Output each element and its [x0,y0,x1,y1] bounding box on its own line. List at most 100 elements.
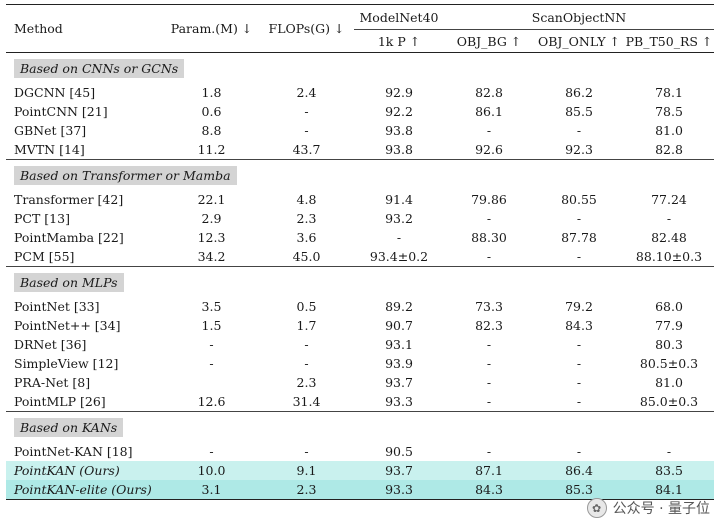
obj-only-cell: 87.78 [561,230,597,245]
obj-bg-cell: 86.1 [475,104,503,119]
col-pb-t50-rs: PB_T50_RS ↑ [624,29,714,53]
table-row: PointKAN (Ours) 10.0 9.1 93.7 87.1 86.4 83.5 [6,461,714,480]
pb-t50-rs-cell: 78.5 [655,104,683,119]
method-cell: PointMamba [22] [14,230,124,245]
section-header-row: Based on MLPs [6,266,714,297]
method-cell: PointCNN [21] [14,104,108,119]
obj-bg-cell: - [486,211,492,226]
obj-bg-cell: 88.30 [471,230,507,245]
pb-t50-rs-cell: 88.10±0.3 [635,249,703,264]
obj-bg-cell: 84.3 [444,480,534,500]
obj-only-cell: - [576,123,582,138]
modelnet40-cell: 93.7 [354,461,444,480]
flops-cell: 9.1 [259,461,354,480]
flops-cell: 2.3 [296,375,317,390]
flops-cell: 2.4 [296,85,317,100]
flops-cell: 1.7 [296,318,317,333]
obj-only-cell: 84.3 [565,318,593,333]
pb-t50-rs-cell: 80.5±0.3 [639,356,699,371]
obj-bg-cell: 92.6 [475,142,503,157]
modelnet40-cell: 93.4±0.2 [369,249,429,264]
section-header-cell: Based on MLPs [6,266,714,297]
col-1kp: 1k P ↑ [354,29,444,53]
wechat-icon: ✿ [586,498,607,518]
method-cell: GBNet [37] [14,123,87,138]
obj-only-cell: 80.55 [561,192,597,207]
obj-only-cell: - [576,211,582,226]
pb-t50-rs-cell: 77.24 [651,192,687,207]
param-cell: 8.8 [201,123,222,138]
modelnet40-cell: 91.4 [385,192,413,207]
param-cell [164,373,259,392]
param-cell: 1.8 [201,85,222,100]
modelnet40-cell: 93.7 [385,375,413,390]
method-cell: PointMLP [26] [14,394,106,409]
modelnet40-cell: - [396,230,402,245]
param-cell: 1.5 [201,318,222,333]
modelnet40-cell: 93.2 [385,211,413,226]
table-row: PointKAN-elite (Ours) 3.1 2.3 93.3 84.3 85.3 8… [6,480,714,500]
table-row: PointNet [33] 3.5 0.5 89.2 73.3 79.2 68.0 [6,297,714,316]
modelnet40-cell: 90.7 [385,318,413,333]
table-body: Based on CNNs or GCNs DGCNN [45] 1.8 2.4 92.… [6,53,714,500]
pb-t50-rs-cell: 68.0 [655,299,683,314]
method-cell: MVTN [14] [14,142,85,157]
pb-t50-rs-cell: 83.5 [624,461,714,480]
header-row-1: Method Param.(M) ↓ FLOPs(G) ↓ ModelNet40… [6,4,714,53]
param-cell: 11.2 [197,142,226,157]
param-cell: 12.3 [197,230,226,245]
flops-cell: - [304,337,309,352]
pb-t50-rs-cell: 82.48 [651,230,687,245]
table-row: DRNet [36] - - 93.1 - - 80.3 [6,335,714,354]
col-scanobjectnn: ScanObjectNN [444,4,714,30]
flops-cell: 43.7 [292,142,321,157]
col-method: Method [6,4,164,53]
obj-only-cell: 86.2 [565,85,593,100]
param-cell: 2.9 [201,211,222,226]
table-row: DGCNN [45] 1.8 2.4 92.9 82.8 86.2 78.1 [6,83,714,102]
param-cell: 10.0 [164,461,259,480]
col-flops: FLOPs(G) ↓ [259,4,354,53]
method-cell: DRNet [36] [14,337,87,352]
col-modelnet40: ModelNet40 [354,4,444,30]
flops-cell: - [304,123,309,138]
section-label: Based on Transformer or Mamba [14,165,237,185]
method-cell: PointNet-KAN [18] [14,444,133,459]
pb-t50-rs-cell: 81.0 [655,375,683,390]
param-cell: - [209,444,214,459]
method-cell: PointKAN (Ours) [6,461,164,480]
pb-t50-rs-cell: 81.0 [655,123,683,138]
watermark: ✿ 公众号 · 量子位 [586,498,710,518]
param-cell: 3.5 [201,299,222,314]
modelnet40-cell: 92.9 [385,85,413,100]
pb-t50-rs-cell: 78.1 [655,85,683,100]
obj-bg-cell: 82.3 [475,318,503,333]
obj-only-cell: 92.3 [565,142,593,157]
method-cell: DGCNN [45] [14,85,96,100]
obj-bg-cell: 82.8 [475,85,503,100]
flops-cell: - [304,104,309,119]
obj-only-cell: 85.5 [565,104,593,119]
flops-cell: 31.4 [292,394,321,409]
obj-bg-cell: - [486,444,492,459]
col-obj-only: OBJ_ONLY ↑ [534,29,624,53]
param-cell: - [209,337,214,352]
modelnet40-cell: 93.8 [385,142,413,157]
section-header-cell: Based on Transformer or Mamba [6,159,714,190]
method-cell: SimpleView [12] [14,356,119,371]
pb-t50-rs-cell: - [666,444,672,459]
section-header-row: Based on CNNs or GCNs [6,53,714,84]
flops-cell: 0.5 [296,299,317,314]
pb-t50-rs-cell: 80.3 [655,337,683,352]
flops-cell: 2.3 [259,480,354,500]
flops-cell: 4.8 [296,192,317,207]
table-row: GBNet [37] 8.8 - 93.8 - - 81.0 [6,121,714,140]
obj-bg-cell: - [486,337,492,352]
section-header-cell: Based on CNNs or GCNs [6,53,714,84]
obj-bg-cell: - [486,375,492,390]
table-row: PointNet-KAN [18] - - 90.5 - - - [6,442,714,461]
flops-cell: - [304,444,309,459]
modelnet40-cell: 93.1 [385,337,413,352]
method-cell: PointNet++ [34] [14,318,121,333]
